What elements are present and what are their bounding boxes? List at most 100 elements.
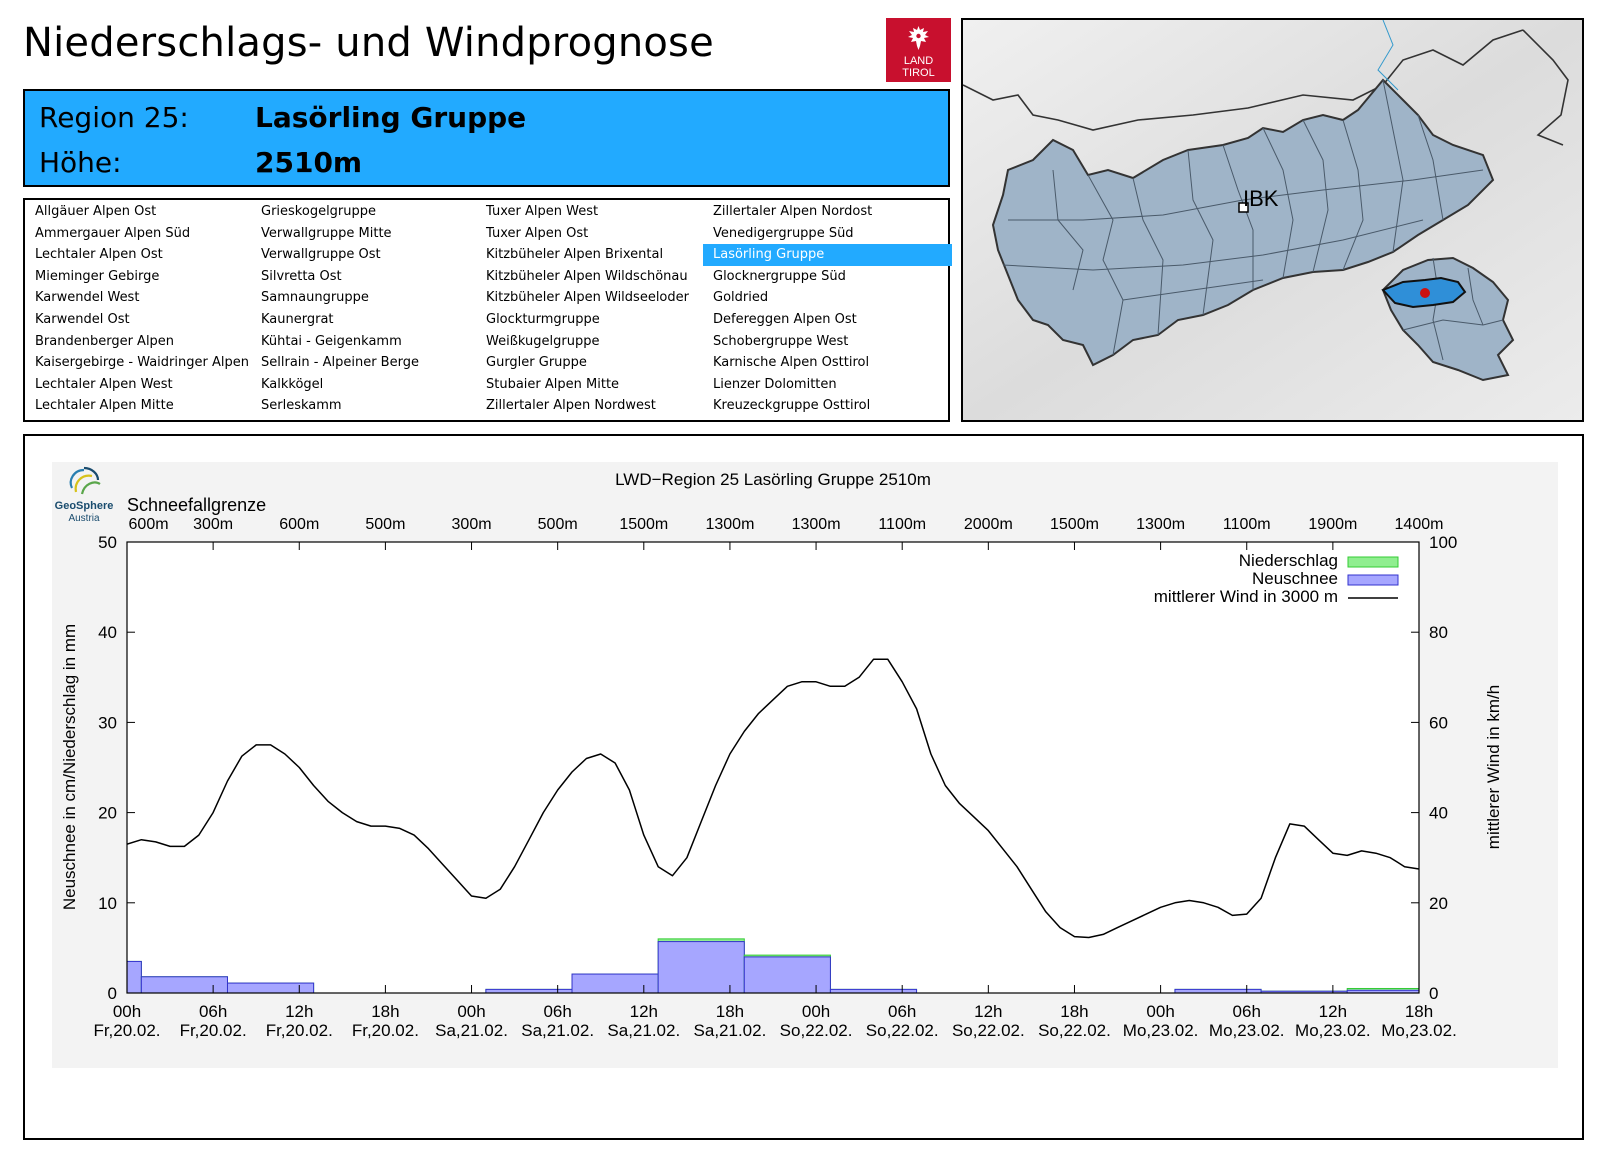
y-right-tick-label: 60	[1429, 713, 1448, 732]
snowline-value: 600m	[279, 516, 319, 533]
region-list-item[interactable]: Goldried	[713, 290, 769, 306]
region-list-item[interactable]: Kühtai - Geigenkamm	[261, 333, 402, 349]
snowline-value: 500m	[538, 516, 578, 533]
snowline-value: 1300m	[705, 516, 754, 533]
x-tick-date-label: Sa,21.02.	[694, 1021, 767, 1040]
region-label: Region 25:	[39, 101, 189, 134]
snowline-value: 1400m	[1395, 516, 1444, 533]
region-list-item[interactable]: Serleskamm	[261, 398, 342, 414]
region-list-item[interactable]: Glocknergruppe Süd	[713, 268, 846, 284]
x-tick-date-label: Fr,20.02.	[266, 1021, 333, 1040]
region-list-item[interactable]: Samnaungruppe	[261, 290, 369, 306]
x-tick-date-label: Fr,20.02.	[352, 1021, 419, 1040]
region-list-item[interactable]: Kreuzeckgruppe Osttirol	[713, 398, 871, 414]
region-list-item[interactable]: Zillertaler Alpen Nordost	[713, 204, 873, 219]
legend-label-wind: mittlerer Wind in 3000 m	[1154, 587, 1338, 606]
neuschnee-bar	[140, 976, 228, 994]
x-tick-time-label: 18h	[371, 1002, 399, 1021]
y-left-tick-label: 0	[108, 984, 117, 1003]
y-left-tick-label: 50	[98, 533, 117, 552]
region-list-item[interactable]: Lienzer Dolomitten	[713, 376, 837, 392]
region-list-item[interactable]: Defereggen Alpen Ost	[713, 312, 857, 327]
snowline-value: 1100m	[878, 516, 926, 533]
region-list-item[interactable]: Mieminger Gebirge	[35, 268, 160, 284]
x-tick-time-label: 00h	[1146, 1002, 1174, 1021]
region-list-item[interactable]: Silvretta Ost	[261, 268, 342, 284]
logo-text-tirol: TIROL	[902, 67, 935, 79]
region-list-item[interactable]: Karwendel West	[35, 290, 140, 306]
geosphere-swirl-icon	[69, 466, 101, 495]
snowline-value: 1900m	[1308, 516, 1357, 533]
y-right-tick-label: 20	[1429, 894, 1448, 913]
wind-series-line	[126, 658, 1420, 939]
region-value: Lasörling Gruppe	[255, 101, 527, 134]
region-list-item[interactable]: Ammergauer Alpen Süd	[35, 225, 191, 241]
neuschnee-bar	[126, 960, 142, 994]
region-list-item[interactable]: Kaisergebirge - Waidringer Alpen	[35, 355, 249, 371]
land-tirol-logo: LAND TIROL	[886, 18, 951, 82]
snowline-value: 1100m	[1223, 516, 1271, 533]
region-list-item[interactable]: Kalkkögel	[261, 376, 324, 392]
x-tick-time-label: 12h	[974, 1002, 1002, 1021]
region-list-item[interactable]: Tuxer Alpen West	[486, 204, 599, 219]
x-tick-date-label: So,22.02.	[866, 1021, 939, 1040]
region-list-item[interactable]: Kaunergrat	[261, 312, 334, 327]
region-list-item[interactable]: Grieskogelgruppe	[261, 204, 377, 219]
logo-text-land: LAND	[903, 55, 934, 67]
snowline-value: 2000m	[964, 516, 1013, 533]
region-list-item[interactable]: Stubaier Alpen Mitte	[486, 376, 620, 392]
x-tick-time-label: 00h	[113, 1002, 141, 1021]
geosphere-name: GeoSphere	[54, 500, 114, 512]
region-list-item[interactable]: Venedigergruppe Süd	[713, 225, 854, 241]
region-list-item[interactable]: Lasörling Gruppe	[703, 244, 952, 267]
region-list-item[interactable]: Sellrain - Alpeiner Berge	[261, 355, 419, 371]
legend-swatch-niederschlag	[1347, 556, 1399, 568]
region-list-item[interactable]: Weißkugelgruppe	[486, 333, 600, 349]
chart-svg: 0102030405002040608010000hFr,20.02.06hFr…	[60, 470, 1503, 1040]
x-tick-date-label: Mo,23.02.	[1381, 1021, 1457, 1040]
region-list-item[interactable]: Karnische Alpen Osttirol	[713, 355, 870, 371]
snowline-value: 1500m	[1050, 516, 1099, 533]
region-list-item[interactable]: Schobergruppe West	[713, 333, 849, 349]
region-list-item[interactable]: Karwendel Ost	[35, 312, 130, 327]
region-list: Allgäuer Alpen Ost Ammergauer Alpen Süd Le…	[23, 198, 952, 422]
y-left-tick-label: 40	[98, 623, 117, 642]
region-list-item[interactable]: Brandenberger Alpen	[35, 333, 175, 349]
region-list-item[interactable]: Kitzbüheler Alpen Wildschönau	[486, 268, 688, 284]
x-tick-date-label: So,22.02.	[952, 1021, 1025, 1040]
x-tick-time-label: 12h	[630, 1002, 658, 1021]
region-list-item[interactable]: Lechtaler Alpen Ost	[35, 247, 163, 263]
region-list-item[interactable]: Verwallgruppe Mitte	[261, 225, 392, 241]
y-left-axis-label: Neuschnee in cm/Niederschlag in mm	[60, 624, 79, 910]
y-right-tick-label: 40	[1429, 804, 1448, 823]
x-tick-time-label: 18h	[1405, 1002, 1433, 1021]
x-tick-date-label: So,22.02.	[1038, 1021, 1111, 1040]
snowline-value: 500m	[365, 516, 405, 533]
region-info-box: Region 25: Lasörling Gruppe Höhe: 2510m	[23, 89, 950, 187]
y-left-tick-label: 20	[98, 804, 117, 823]
neuschnee-bar	[743, 956, 831, 994]
y-left-tick-label: 10	[98, 894, 117, 913]
x-tick-time-label: 00h	[457, 1002, 485, 1021]
region-list-item[interactable]: Tuxer Alpen Ost	[486, 225, 589, 241]
snowline-value: 1300m	[1136, 516, 1185, 533]
region-list-item[interactable]: Gurgler Gruppe	[486, 355, 587, 371]
region-list-item[interactable]: Allgäuer Alpen Ost	[35, 204, 157, 219]
y-right-tick-label: 80	[1429, 623, 1448, 642]
x-tick-date-label: So,22.02.	[780, 1021, 853, 1040]
border-line-east	[1522, 29, 1569, 146]
region-list-item[interactable]: Zillertaler Alpen Nordwest	[486, 398, 656, 414]
legend-label-neuschnee: Neuschnee	[1252, 569, 1338, 588]
region-list-item[interactable]: Lechtaler Alpen West	[35, 376, 173, 392]
x-tick-date-label: Mo,23.02.	[1295, 1021, 1371, 1040]
plot-border	[126, 541, 1420, 994]
region-list-item[interactable]: Lechtaler Alpen Mitte	[35, 398, 174, 414]
x-tick-time-label: 00h	[802, 1002, 830, 1021]
x-tick-time-label: 06h	[888, 1002, 916, 1021]
snowline-value: 600m	[129, 516, 169, 533]
region-list-item[interactable]: Glockturmgruppe	[486, 312, 600, 327]
border-line-north	[963, 29, 1524, 131]
region-list-item[interactable]: Kitzbüheler Alpen Brixental	[486, 247, 664, 263]
region-list-item[interactable]: Kitzbüheler Alpen Wildseeloder	[486, 290, 689, 306]
region-list-item[interactable]: Verwallgruppe Ost	[261, 247, 381, 263]
